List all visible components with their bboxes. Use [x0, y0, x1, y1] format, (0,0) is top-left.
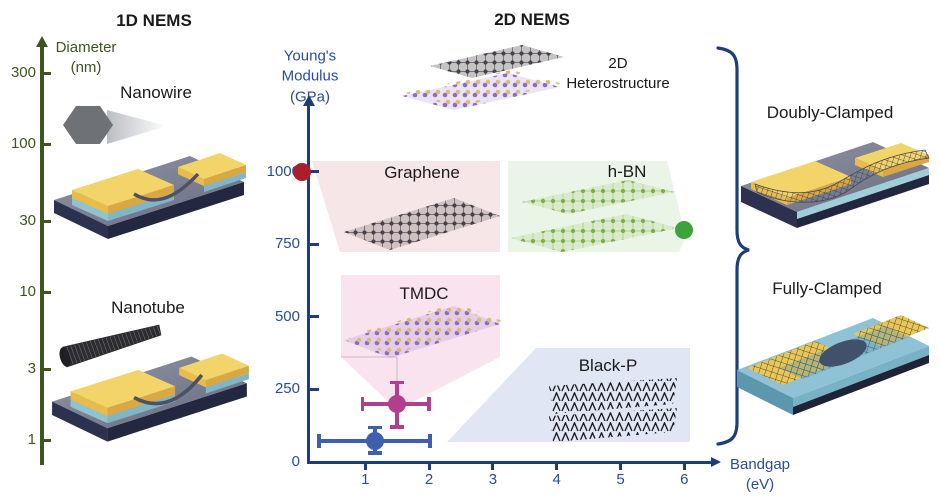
doubly-clamped-label: Doubly-Clamped: [766, 103, 894, 123]
diameter-axis-label-line1: Diameter: [55, 39, 117, 56]
Black-P-data-point: [365, 432, 384, 451]
blackp-lattice-illustration: [549, 378, 677, 442]
y-axis-arrow: [302, 95, 315, 106]
diameter-tick-label: 300: [10, 64, 36, 82]
hbn-lattice-illustration: [510, 180, 678, 252]
nanowire-icon: [63, 106, 167, 144]
Black-P-xerr-cap: [317, 434, 321, 449]
nanotube-device-illustration: [52, 353, 249, 442]
x-tick-label: 1: [361, 471, 370, 488]
nanowire-device-illustration: [54, 153, 246, 239]
y-tick-label: 0: [291, 453, 300, 470]
y-axis-label-line2: Modulus: [281, 67, 339, 85]
hbn-region-label: h-BN: [607, 162, 647, 182]
heterostructure-illustration: [402, 45, 564, 110]
Black-P-yerr-cap: [367, 425, 382, 430]
x-tick: [491, 463, 495, 470]
tmdc-lattice-illustration: [344, 303, 502, 358]
x-tick-label: 5: [616, 471, 625, 488]
fully-clamped-label: Fully-Clamped: [772, 279, 882, 299]
graphene-region-label: Graphene: [384, 163, 460, 183]
y-axis: [307, 104, 310, 463]
diameter-tick-label: 1: [27, 431, 36, 448]
x-tick-label: 3: [488, 471, 498, 488]
TMDC-yerr-cap: [390, 425, 405, 429]
y-tick-label: 750: [274, 235, 300, 253]
x-axis-arrow: [711, 456, 721, 467]
x-tick: [427, 463, 431, 470]
doubly-clamped-device-illustration: [741, 142, 930, 228]
x-tick: [555, 463, 559, 470]
graphene-lattice-illustration: [344, 198, 500, 250]
nanotube-icon: [59, 324, 162, 368]
fully-clamped-device-illustration: [737, 315, 929, 415]
y-tick: [310, 242, 319, 246]
x-tick: [363, 463, 367, 470]
x-axis: [307, 460, 712, 464]
h-BN-data-point: [675, 220, 694, 239]
heterostructure-label-line2: Heterostructure: [566, 75, 670, 92]
x-tick: [619, 463, 622, 470]
Black-P-xerr-cap: [428, 434, 432, 449]
Graphene-data-point: [292, 162, 311, 181]
diameter-axis-label-line2: (nm): [70, 59, 102, 77]
TMDC-xerr-cap: [427, 396, 431, 411]
diameter-tick: [44, 142, 51, 146]
diameter-tick-label: 10: [19, 283, 36, 300]
x-tick-label: 6: [680, 471, 689, 488]
section-title-2d: 2D NEMS: [494, 10, 570, 30]
diameter-axis-arrow: [35, 36, 48, 47]
diameter-tick: [44, 367, 51, 371]
TMDC-data-point: [388, 394, 407, 413]
Black-P-yerr-cap: [367, 451, 382, 455]
heterostructure-label-line1: 2D: [608, 54, 628, 72]
y-axis-label: Young's Modulus (GPa): [282, 47, 339, 108]
x-tick-label: 4: [552, 471, 561, 488]
x-tick-label: 2: [424, 471, 434, 488]
nanowire-label: Nanowire: [120, 83, 192, 103]
diameter-tick: [44, 290, 51, 294]
blackp-region-label: Black-P: [578, 356, 638, 376]
x-axis-label-line2: (eV): [745, 476, 775, 493]
section-title-1d: 1D NEMS: [116, 11, 192, 31]
TMDC-xerr-cap: [360, 396, 365, 411]
y-tick: [310, 387, 319, 391]
TMDC-yerr-cap: [390, 380, 405, 385]
grouping-brace: [716, 46, 750, 446]
y-tick: [310, 315, 319, 319]
tmdc-region-label: TMDC: [399, 284, 449, 304]
y-tick-label: 250: [274, 380, 300, 398]
diameter-tick-label: 3: [27, 360, 36, 378]
x-axis-label-line1: Bandgap: [729, 455, 791, 473]
diameter-tick-label: 100: [10, 135, 36, 152]
y-tick: [310, 170, 319, 173]
y-tick-label: 1000: [266, 162, 300, 180]
x-axis-label: Bandgap (eV): [730, 455, 790, 496]
diameter-tick-label: 30: [19, 212, 36, 230]
y-axis-label-line1: Young's: [283, 47, 337, 65]
diameter-axis-label: Diameter (nm): [48, 38, 124, 79]
y-tick-label: 500: [274, 307, 300, 325]
diameter-tick: [44, 438, 51, 442]
nanotube-label: Nanotube: [111, 298, 185, 318]
diameter-tick: [44, 219, 51, 223]
diameter-tick: [44, 71, 51, 75]
diameter-axis: [40, 46, 44, 465]
x-tick: [682, 463, 686, 470]
heterostructure-label: 2D Heterostructure: [566, 54, 669, 95]
